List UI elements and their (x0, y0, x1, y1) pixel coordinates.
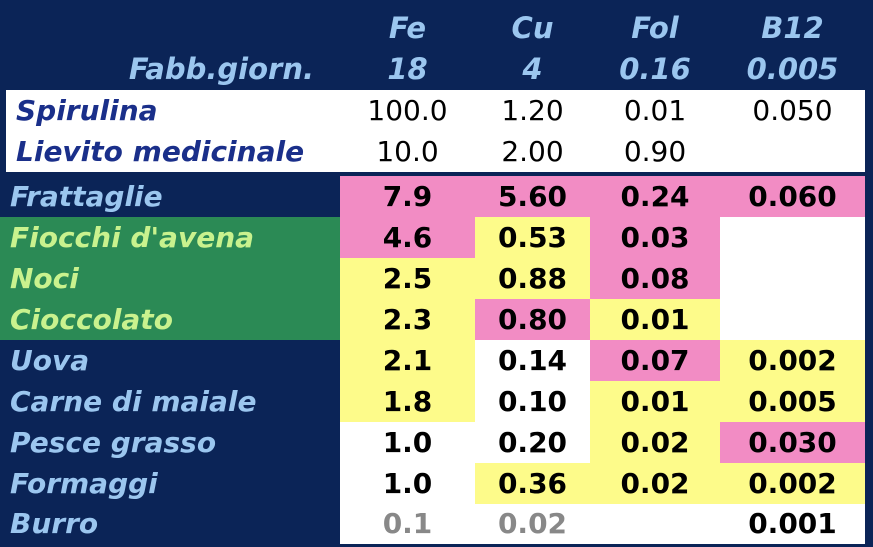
value-cell: 0.20 (475, 422, 590, 463)
value-cell: 2.1 (340, 340, 475, 381)
value-cell: 0.030 (720, 422, 865, 463)
value-cell: 0.80 (475, 299, 590, 340)
value-cell: 1.0 (340, 422, 475, 463)
value-cell: 0.07 (590, 340, 720, 381)
daily-requirement-fol: 0.16 (619, 51, 691, 86)
header-b12: B12 (761, 10, 824, 45)
value-cell: 0.002 (720, 340, 865, 381)
value-cell: 0.36 (475, 463, 590, 504)
value-cell: 0.01 (623, 93, 687, 127)
row-label: Fiocchi d'avena (0, 217, 340, 258)
value-cell: 5.60 (475, 176, 590, 217)
value-cell (720, 299, 865, 340)
row-label: Burro (10, 507, 99, 540)
value-cell: 100.0 (367, 93, 448, 127)
value-cell: 4.6 (340, 217, 475, 258)
daily-requirement-label: Fabb.giorn. (128, 51, 314, 86)
value-cell: 0.02 (590, 463, 720, 504)
header-fol: Fol (631, 10, 679, 45)
value-cell (720, 258, 865, 299)
daily-requirement-fe: 18 (387, 51, 428, 86)
value-cell: 0.002 (720, 463, 865, 504)
value-cell: 0.08 (590, 258, 720, 299)
row-label: Lievito medicinale (16, 134, 305, 168)
row-label: Pesce grasso (10, 425, 217, 459)
daily-requirement-cu: 4 (522, 51, 543, 86)
value-cell: 0.14 (475, 340, 590, 381)
daily-requirement-b12: 0.005 (746, 51, 839, 86)
value-cell: 0.10 (475, 381, 590, 422)
value-cell: 0.03 (590, 217, 720, 258)
value-cell: 0.1 (340, 504, 475, 544)
value-cell: 0.005 (720, 381, 865, 422)
header-fe: Fe (388, 10, 427, 45)
value-cell: 0.24 (590, 176, 720, 217)
value-cell: 2.00 (501, 134, 564, 168)
value-cell: 0.001 (720, 504, 865, 544)
value-cell: 0.02 (590, 422, 720, 463)
row-label: Carne di maiale (10, 384, 257, 418)
value-cell: 0.050 (752, 93, 833, 127)
value-cell: 0.02 (475, 504, 590, 544)
value-cell (720, 131, 865, 172)
value-cell: 0.01 (590, 381, 720, 422)
row-label: Noci (0, 258, 340, 299)
value-cell: 0.060 (720, 176, 865, 217)
supplements-block (6, 90, 865, 172)
header-cu: Cu (511, 10, 554, 45)
value-cell: 0.01 (590, 299, 720, 340)
value-cell: 0.90 (623, 134, 687, 168)
value-cell (720, 217, 865, 258)
row-label: Formaggi (10, 466, 158, 500)
value-cell: 2.3 (340, 299, 475, 340)
value-cell: 0.53 (475, 217, 590, 258)
row-label: Cioccolato (0, 299, 340, 340)
value-cell: 0.88 (475, 258, 590, 299)
row-label: Spirulina (16, 93, 158, 127)
row-label: Uova (10, 343, 90, 377)
value-cell: 2.5 (340, 258, 475, 299)
value-cell: 7.9 (340, 176, 475, 217)
value-cell: 1.20 (501, 93, 564, 127)
value-cell: 1.0 (340, 463, 475, 504)
row-label: Frattaglie (10, 179, 163, 213)
value-cell (590, 504, 720, 544)
value-cell: 10.0 (376, 134, 439, 168)
value-cell: 1.8 (340, 381, 475, 422)
